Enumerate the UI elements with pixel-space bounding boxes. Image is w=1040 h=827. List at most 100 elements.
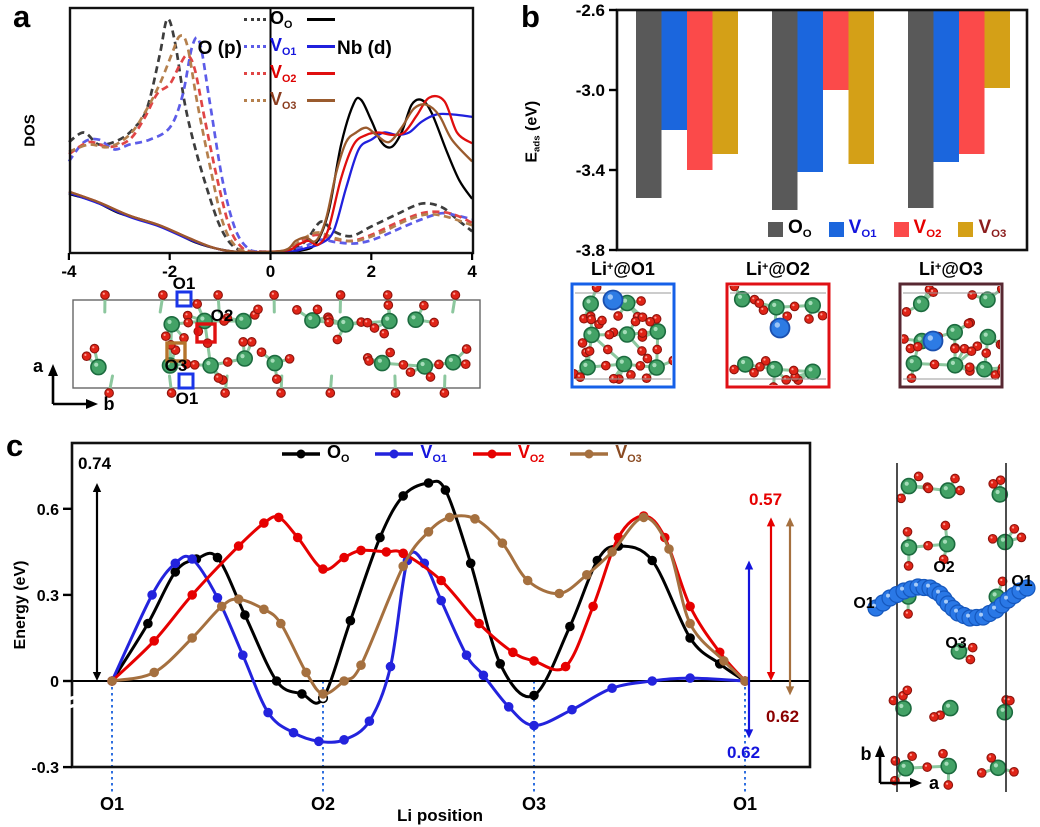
path-label-O1-left: O1 [853,595,874,612]
energy-curve-OO [110,479,746,705]
path-label-O2: O2 [933,559,954,576]
bar-legend-label: VO1 [848,217,877,240]
bar-legend: OO VO1 VO2 VO3 [768,218,1006,240]
bar-VO1-LiO2 [797,10,823,172]
energy-legend-entry-2: VO1 [374,443,447,465]
energy-x-tick-label: O3 [522,794,546,814]
dos-plot: -4 -2 0 2 4 [61,6,477,281]
inset-title-1: Li+@O1 [591,259,655,279]
dos-legend-entry-3: VO2 [244,60,335,87]
dos-legend-entry-2: VO1 [244,33,335,60]
energy-plot: 0.6 0.3 0 -0.3 O1 O2 O3 O1 0.74 0.57 0.62 0.62 [31,441,812,814]
dos-legend: OO VO1 VO2 VO3 [244,6,335,114]
dos-legend-entry-1: OO [244,6,335,33]
site-label-O1-bottom: O1 [176,389,199,408]
inset-structure-2 [725,282,831,389]
inset-border-3 [898,282,1004,389]
bar-OO-LiO2 [772,10,798,210]
barrier-annotations: 0.74 0.57 0.62 0.62 [78,454,799,762]
dos-curve-V-O3-Nb-d- [68,103,473,254]
nb-d-group-label: Nb (d) [337,38,392,59]
energy-legend: OO VO1 VO2 VO3 [281,443,642,465]
energy-x-tick-label: O2 [311,794,335,814]
solid-line-swatch [307,17,335,22]
li-diffusion-path [867,578,1036,627]
li-position-x-axis-label: Li position [397,806,483,825]
bar-legend-label: OO [788,217,812,240]
crystal-structure-c: O2 O1 O1 O3 b a [853,463,1036,793]
bar-y-tick-label: -3.8 [576,241,605,260]
axis-label-a: a [33,356,44,376]
barrier-label-OO: 0.74 [78,454,112,473]
bar-VO2-LiO1 [687,10,713,170]
eads-y-axis-label: Eads (eV) [523,100,543,163]
energy-curve-VO2 [110,514,747,683]
dashed-line-swatch [244,72,266,75]
dashed-line-swatch [244,18,266,21]
inset-structure-3 [898,282,1004,389]
panel-b-letter: b [521,0,540,34]
crystal-structure-a: O1 O2 O3 O1 a b [33,274,481,414]
energy-y-axis-label: Energy (eV) [12,560,29,650]
bar-chart-border [615,8,1029,252]
dos-x-tick-label: 0 [266,262,275,281]
inset-structure-1 [570,282,676,389]
dos-x-tick-label: 4 [467,262,477,281]
bar-color-swatch [768,221,783,237]
energy-y-tick-label: 0.3 [37,588,59,605]
dos-curve-V-O2-O-p- [68,54,473,254]
dos-curve-O-O-O-p- [68,17,473,254]
bar-VO2-LiO3 [959,10,985,154]
bar-VO1-LiO3 [933,10,959,162]
bar-VO1-LiO1 [661,10,687,130]
dos-y-axis-label: DOS [21,114,39,147]
bar-color-swatch [958,221,974,237]
bar-legend-entry-3: VO2 [893,217,942,240]
line-marker-swatch [282,449,320,459]
barrier-label-VO2: 0.57 [749,490,782,509]
bar-legend-entry-1: OO [768,218,812,240]
solid-line-swatch [307,71,335,76]
bar-OO-LiO3 [908,10,934,208]
path-label-O3: O3 [945,635,966,652]
energy-y-tick-label: 0 [50,674,59,691]
energy-legend-entry-3: VO2 [472,443,544,465]
inset-title-3: Li+@O3 [919,259,983,279]
bar-VO2-LiO2 [823,10,849,90]
axis-label-a-structure: a [929,773,940,793]
bar-y-tick-label: -2.6 [576,1,605,20]
bar-legend-label: VO3 [978,217,1007,240]
site-marker-O1-top [175,290,193,308]
adsorption-bar-chart: -2.6 -3.0 -3.4 -3.8 [576,1,1029,260]
dos-x-tick-label: -2 [162,262,177,281]
energy-x-tick-label: O1 [733,794,757,814]
energy-curve-VO3 [111,514,747,696]
bar-legend-label: VO2 [913,217,942,240]
bar-legend-entry-4: VO3 [958,218,1006,240]
dashed-line-swatch [244,45,266,48]
bar-VO3-LiO1 [712,10,738,154]
energy-legend-label: OO [327,442,350,465]
bar-OO-LiO1 [636,10,662,198]
bar-color-swatch [828,221,844,237]
site-label-O2: O2 [211,306,234,325]
panel-a-letter: a [13,0,31,34]
dos-x-tick-label: 2 [367,262,376,281]
solid-line-swatch [307,44,335,49]
site-label-O1-top: O1 [173,274,196,293]
bar-y-tick-label: -3.0 [576,81,605,100]
bar-VO3-LiO2 [848,10,874,164]
energy-y-tick-label: -0.3 [31,760,59,777]
site-marker-O2 [195,322,217,344]
energy-legend-entry-4: VO3 [569,443,642,465]
energy-plot-border [70,441,812,769]
inset-border-2 [725,282,831,389]
barrier-label-VO3: 0.62 [766,707,799,726]
axis-label-b-structure: b [861,744,872,764]
bar-VO3-LiO3 [984,10,1010,88]
inset-border-1 [570,282,676,389]
line-marker-swatch [375,449,414,459]
dos-legend-label: VO2 [270,61,297,85]
